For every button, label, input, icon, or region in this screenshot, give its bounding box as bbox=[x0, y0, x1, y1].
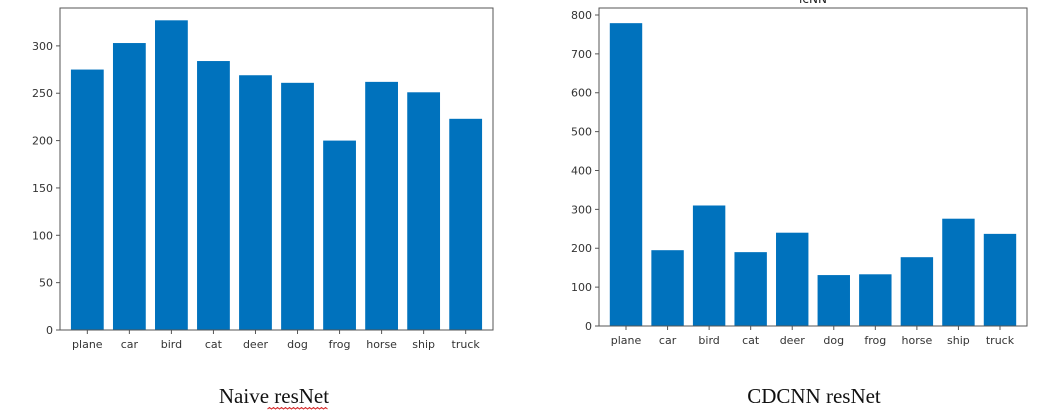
y-tick-label: 600 bbox=[571, 87, 592, 100]
y-tick-label: 200 bbox=[32, 135, 53, 148]
caption-cdcnn-resnet: CDCNN resNet bbox=[747, 384, 881, 408]
x-tick-label-ship: ship bbox=[947, 334, 970, 347]
bar-frog bbox=[859, 274, 892, 326]
chart-title: lcNN bbox=[799, 0, 827, 6]
x-tick-label-dog: dog bbox=[287, 338, 308, 351]
bar-frog bbox=[323, 140, 356, 330]
x-tick-label-cat: cat bbox=[742, 334, 760, 347]
y-tick-label: 0 bbox=[46, 324, 53, 337]
bar-horse bbox=[365, 81, 398, 331]
bar-plane bbox=[70, 69, 104, 330]
y-tick-label: 250 bbox=[32, 87, 53, 100]
x-tick-label-truck: truck bbox=[452, 338, 481, 351]
plot-frame bbox=[59, 7, 494, 331]
y-tick-label: 200 bbox=[571, 242, 592, 255]
x-tick-label-car: car bbox=[121, 338, 139, 351]
spellcheck-underline bbox=[267, 406, 328, 410]
bar-deer bbox=[776, 232, 809, 326]
bar-car bbox=[112, 43, 146, 330]
bar-truck bbox=[449, 118, 483, 330]
x-tick-label-dog: dog bbox=[823, 334, 844, 347]
bar-dog bbox=[817, 275, 850, 326]
y-tick-label: 100 bbox=[32, 229, 53, 242]
bar-horse bbox=[900, 257, 934, 326]
chart-cdcnn-resnet: 0 100 200 300 400 500 600 700 800 plane car bird cat… bbox=[571, 0, 1028, 347]
bar-bird bbox=[155, 20, 188, 331]
y-tick-label: 700 bbox=[571, 48, 592, 61]
y-tick-label: 0 bbox=[585, 320, 592, 333]
bar-truck bbox=[983, 233, 1017, 326]
y-tick-label: 150 bbox=[32, 182, 53, 195]
x-tick-label-horse: horse bbox=[902, 334, 933, 347]
plot-frame bbox=[598, 7, 1028, 327]
bar-deer bbox=[239, 75, 272, 331]
y-tick-label: 500 bbox=[571, 126, 592, 139]
y-tick-label: 800 bbox=[571, 9, 592, 22]
y-tick-label: 300 bbox=[571, 203, 592, 216]
bar-cat bbox=[734, 252, 767, 326]
bar-car bbox=[651, 250, 684, 326]
chart-naive-resnet: 0 50 100 150 200 250 300 plane car bird cat deer dog… bbox=[32, 7, 494, 351]
bar-ship bbox=[942, 218, 975, 326]
caption-naive-resnet: Naive resNet bbox=[219, 384, 329, 408]
y-tick-label: 50 bbox=[39, 277, 53, 290]
y-tick-label: 400 bbox=[571, 164, 592, 177]
x-tick-label-truck: truck bbox=[986, 334, 1015, 347]
x-tick-label-ship: ship bbox=[412, 338, 435, 351]
bar-dog bbox=[281, 82, 314, 330]
y-tick-label: 100 bbox=[571, 281, 592, 294]
bar-bird bbox=[692, 205, 726, 326]
x-tick-label-deer: deer bbox=[780, 334, 806, 347]
bar-ship bbox=[407, 92, 441, 330]
x-tick-label-cat: cat bbox=[205, 338, 223, 351]
x-tick-label-bird: bird bbox=[161, 338, 182, 351]
x-tick-label-bird: bird bbox=[698, 334, 719, 347]
bar-cat bbox=[197, 61, 230, 330]
x-tick-label-car: car bbox=[659, 334, 677, 347]
x-tick-label-frog: frog bbox=[329, 338, 351, 351]
x-tick-label-plane: plane bbox=[72, 338, 103, 351]
x-tick-label-plane: plane bbox=[611, 334, 642, 347]
x-tick-label-frog: frog bbox=[864, 334, 886, 347]
bar-plane bbox=[609, 23, 643, 326]
x-tick-label-horse: horse bbox=[366, 338, 397, 351]
x-tick-label-deer: deer bbox=[243, 338, 269, 351]
y-tick-label: 300 bbox=[32, 40, 53, 53]
